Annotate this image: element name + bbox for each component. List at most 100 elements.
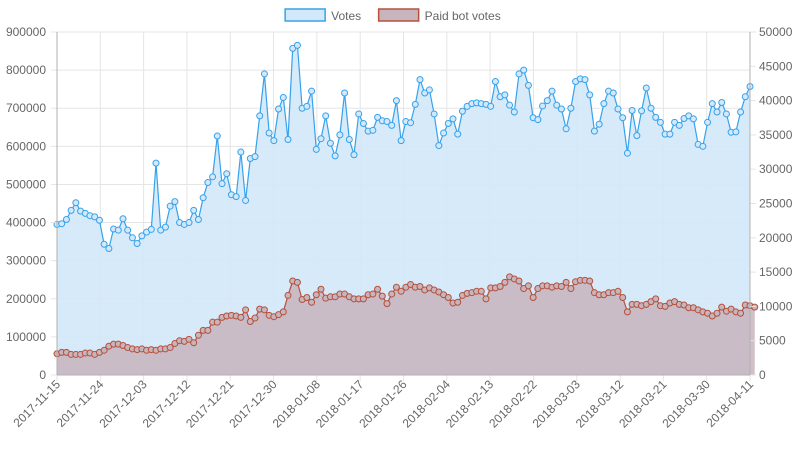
paid-bot-votes-point <box>619 293 627 301</box>
votes-point <box>675 121 683 129</box>
votes-point <box>237 148 245 156</box>
paid-bot-votes-point <box>284 291 292 299</box>
paid-bot-votes-area <box>57 276 755 375</box>
paid-bot-votes-point <box>190 339 198 347</box>
votes-point <box>539 102 547 110</box>
paid-bot-votes-point <box>557 283 565 291</box>
votes-point <box>515 70 523 78</box>
y-right-tick-label: 0 <box>759 368 766 382</box>
paid-bot-votes-point <box>567 285 575 293</box>
axes <box>51 31 756 381</box>
legend-swatch-paid-bot-votes <box>377 8 420 22</box>
votes-point <box>284 135 292 143</box>
votes-point <box>62 216 70 224</box>
votes-point <box>147 225 155 233</box>
paid-bot-votes-point <box>185 335 193 343</box>
votes-point <box>642 84 650 92</box>
votes-point <box>454 130 462 138</box>
paid-bot-votes-point <box>388 290 396 298</box>
paid-bot-votes-point <box>100 346 108 354</box>
votes-point <box>425 86 433 94</box>
y-left-tick-label: 400000 <box>6 216 46 230</box>
paid-bot-votes-point <box>623 308 631 316</box>
votes-point <box>444 119 452 127</box>
votes-point <box>520 66 528 74</box>
paid-bot-votes-point <box>242 306 250 314</box>
votes-point <box>138 232 146 240</box>
votes-point <box>194 216 202 224</box>
votes-point <box>609 89 617 97</box>
votes-point <box>105 244 113 252</box>
paid-bot-votes-point <box>718 303 726 311</box>
paid-bot-votes-point <box>369 290 377 298</box>
votes-point <box>308 87 316 95</box>
y-left-tick-label: 0 <box>39 368 46 382</box>
votes-point <box>524 81 532 89</box>
votes-point <box>359 119 367 127</box>
y-right-tick-label: 10000 <box>759 299 793 313</box>
y-right-tick-label: 40000 <box>759 94 793 108</box>
votes-point <box>279 94 287 102</box>
y-left-tick-label: 500000 <box>6 177 46 191</box>
votes-point <box>586 91 594 99</box>
votes-point <box>67 206 75 214</box>
votes-point <box>157 226 165 234</box>
votes-point <box>317 135 325 143</box>
paid-bot-votes-point <box>374 285 382 293</box>
votes-point <box>553 101 561 109</box>
votes-point <box>124 226 132 234</box>
paid-bot-votes-point <box>213 318 221 326</box>
y-right-tick-label: 25000 <box>759 197 793 211</box>
votes-point <box>628 107 636 115</box>
legend-label-votes: Votes <box>331 9 361 23</box>
votes-point <box>435 142 443 150</box>
votes-point <box>501 91 509 99</box>
votes-point <box>647 104 655 112</box>
votes-point <box>548 87 556 95</box>
votes-point <box>350 151 358 159</box>
paid-bot-votes-point <box>293 278 301 286</box>
paid-bot-votes-point <box>246 317 254 325</box>
votes-point <box>256 112 264 120</box>
votes-point <box>133 240 141 248</box>
x-tick-label: 2018-04-11 <box>703 377 756 430</box>
votes-point <box>58 220 66 228</box>
paid-bot-votes-point <box>751 303 759 311</box>
votes-point <box>737 108 745 116</box>
paid-bot-votes-point <box>317 285 325 293</box>
paid-bot-votes-point <box>204 326 212 334</box>
votes-point <box>218 180 226 188</box>
paid-bot-votes-point <box>194 331 202 339</box>
votes-point <box>171 198 179 206</box>
votes-point <box>336 131 344 139</box>
votes-point <box>595 120 603 128</box>
votes-point <box>204 179 212 187</box>
paid-bot-votes-point <box>652 295 660 303</box>
votes-point <box>190 206 198 214</box>
votes-point <box>223 170 231 178</box>
votes-point <box>510 108 518 116</box>
votes-point <box>562 125 570 133</box>
votes-point <box>397 137 405 145</box>
paid-bot-votes-point <box>166 344 174 352</box>
votes-point <box>666 130 674 138</box>
chart-legend: Votes Paid bot votes <box>284 8 501 23</box>
votes-point <box>128 234 136 242</box>
votes-point <box>614 105 622 113</box>
paid-bot-votes-point <box>397 287 405 295</box>
votes-point <box>114 226 122 234</box>
votes-point <box>656 118 664 126</box>
votes-point <box>119 215 127 223</box>
paid-bot-votes-point <box>524 282 532 290</box>
votes-point <box>623 149 631 157</box>
votes-point <box>331 152 339 160</box>
votes-point <box>383 118 391 126</box>
votes-point <box>232 193 240 201</box>
votes-point <box>270 137 278 145</box>
votes-point <box>567 104 575 112</box>
y-left-tick-label: 800000 <box>6 63 46 77</box>
votes-point <box>209 173 217 181</box>
paid-bot-votes-point <box>308 298 316 306</box>
votes-point <box>718 99 726 107</box>
